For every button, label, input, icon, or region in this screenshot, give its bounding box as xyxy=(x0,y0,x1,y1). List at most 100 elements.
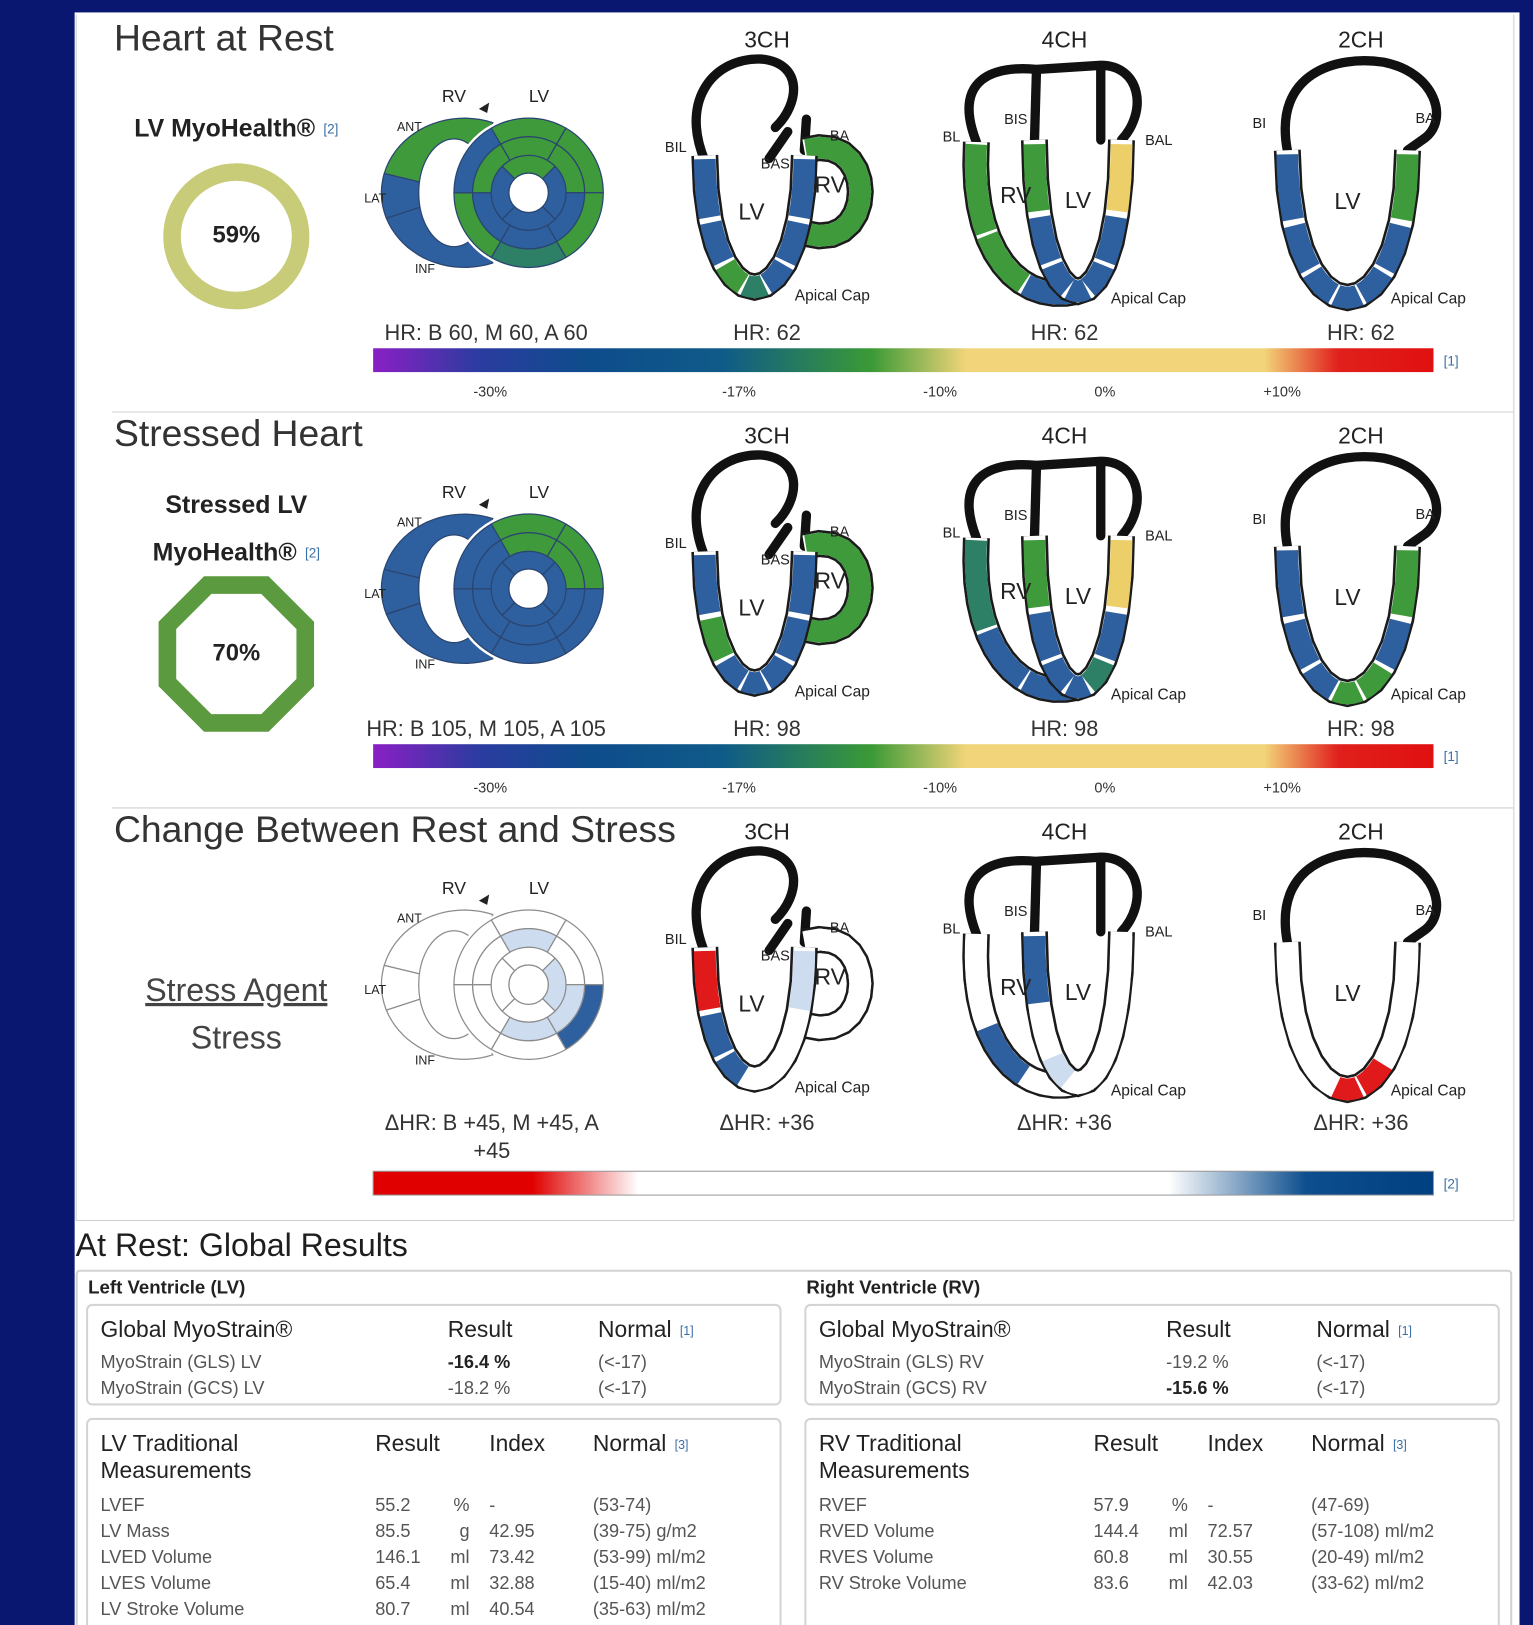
atrial-outline xyxy=(1280,56,1442,155)
row-normal: (15-40) ml/m2 xyxy=(592,1572,706,1594)
row-result: 144.4 xyxy=(1093,1520,1139,1542)
lv-wall-segment xyxy=(1356,1058,1392,1096)
bullseye-label: ANT xyxy=(397,516,422,530)
atrial-outline xyxy=(1280,451,1442,551)
view-segment-label: BAL xyxy=(1145,925,1172,941)
view-segment-label: BIL xyxy=(665,140,687,156)
metric-label: Stress xyxy=(191,1020,282,1056)
view-segment-label: LV xyxy=(738,990,765,1016)
row-index: 32.88 xyxy=(489,1572,535,1594)
metric-label-text: Stressed LV xyxy=(165,490,307,518)
bullseye-heart-rate: ΔHR: B +45, M +45, A +45 xyxy=(384,1111,599,1163)
row-normal: (<-17) xyxy=(1316,1351,1366,1373)
lv-wall-segment xyxy=(740,1066,769,1090)
panel-title: Left Ventricle (LV) xyxy=(88,1276,246,1298)
row-name: MyoStrain (GCS) RV xyxy=(818,1377,987,1399)
lv-wall-segment xyxy=(740,670,769,694)
column-header: Global MyoStrain® xyxy=(819,1316,1011,1343)
row-normal: (33-62) ml/m2 xyxy=(1311,1572,1425,1594)
lv-wall-segment xyxy=(760,1050,794,1086)
row-name: LVEF xyxy=(100,1494,145,1516)
lv-wall-segment xyxy=(1081,657,1114,692)
row-result: -18.2 % xyxy=(447,1377,511,1399)
lv-wall-segment xyxy=(1375,618,1411,670)
scale-tick-label: 0% xyxy=(925,1202,946,1203)
row-index: 72.57 xyxy=(1207,1520,1253,1542)
lv-wall-segment xyxy=(1028,611,1062,662)
row-index: - xyxy=(1207,1494,1214,1516)
row-result: -19.2 % xyxy=(1166,1351,1229,1373)
atrial-outline xyxy=(691,846,812,958)
column-header: Normal [3] xyxy=(1311,1430,1407,1458)
column-header: LV Traditional Measurements xyxy=(101,1430,345,1484)
metric-label-text: Stress xyxy=(191,1020,282,1056)
row-normal: (47-69) xyxy=(1311,1494,1370,1516)
reference-link: [1] xyxy=(1444,353,1459,368)
lv-wall-segment xyxy=(1284,1014,1320,1066)
view-segment-label: BIL xyxy=(665,536,687,552)
row-index: 42.03 xyxy=(1207,1572,1253,1594)
row-normal: (<-17) xyxy=(598,1377,647,1399)
lv-wall-segment xyxy=(1375,222,1411,274)
column-header-text: Index xyxy=(1207,1430,1264,1457)
lv-wall-segment xyxy=(775,616,809,662)
lv-wall-segment xyxy=(1331,285,1364,309)
view-heart-rate: HR: 98 xyxy=(733,717,801,742)
lv-wall-segment xyxy=(788,554,816,616)
view-segment-label: RV xyxy=(1000,974,1032,1000)
lv-wall-segment xyxy=(1028,1007,1062,1058)
heart-view: 2CH BI BA LV Apical Cap xyxy=(1252,818,1466,1104)
column-header: Result xyxy=(1094,1430,1159,1457)
reference-link: [3] xyxy=(1392,1437,1407,1453)
section-graphics: Change Between Rest and Stress Stress Age… xyxy=(111,807,1514,1203)
lv-wall-segment xyxy=(1375,1014,1411,1066)
section-graphics: Heart at Rest LV MyoHealth® [2] 59% RV LV ANT L… xyxy=(114,16,1466,401)
lv-wall-segment xyxy=(788,158,816,220)
row-normal: (<-17) xyxy=(1316,1377,1366,1399)
row-name: RVES Volume xyxy=(818,1546,934,1568)
lv-wall-segment xyxy=(700,1012,734,1058)
lv-apex-hole xyxy=(508,568,549,610)
heart-view: 2CH BI BA LV Apical Cap xyxy=(1252,26,1466,312)
heart-view: 3CH BIL BAS BA RV LV Apical Cap xyxy=(665,422,874,700)
view-segment-label: Apical Cap xyxy=(795,288,870,305)
bullseye-label: LAT xyxy=(364,983,386,997)
rv-wall-segment xyxy=(977,1023,1030,1085)
row-index: 73.42 xyxy=(489,1546,535,1568)
column-header: Result xyxy=(1166,1316,1231,1343)
lv-wall-segment xyxy=(1106,935,1133,1005)
row-unit: ml xyxy=(1168,1546,1188,1568)
view-segment-label: Apical Cap xyxy=(1111,291,1186,308)
reference-link: [2] xyxy=(323,121,338,136)
lv-wall-segment xyxy=(1390,154,1419,222)
lv-wall-segment xyxy=(1302,266,1339,304)
reference-link: [1] xyxy=(1398,1323,1412,1339)
column-header: Normal [1] xyxy=(1316,1316,1412,1344)
view-segment-label: Apical Cap xyxy=(1111,687,1186,704)
view-label: 4CH xyxy=(1042,818,1088,844)
column-header-text: Global MyoStrain® xyxy=(100,1316,293,1343)
lv-wall-segment xyxy=(1356,662,1392,700)
view-segment-label: BA xyxy=(830,129,850,145)
view-segment-label: Apical Cap xyxy=(1391,1083,1466,1100)
lv-wall-segment xyxy=(1081,261,1114,296)
metric-label-text: LV MyoHealth® xyxy=(134,114,315,142)
view-segment-label: BA xyxy=(1416,507,1436,523)
row-result: 85.5 xyxy=(375,1520,411,1542)
lv-wall-segment xyxy=(1284,222,1320,274)
lv-wall-segment xyxy=(1106,143,1133,213)
view-heart-rate: ΔHR: +36 xyxy=(719,1111,815,1135)
lv-apex-hole xyxy=(508,964,549,1005)
row-result: 57.9 xyxy=(1093,1494,1129,1516)
bullseye-label: RV xyxy=(442,482,466,502)
scale-tick-label: +10% xyxy=(1263,385,1301,401)
column-header: Result xyxy=(375,1430,440,1457)
lv-wall-segment xyxy=(1276,154,1305,222)
strain-box: Global MyoStrain® Result Normal [1] MyoStrai… xyxy=(804,1303,1500,1406)
row-index: - xyxy=(489,1494,496,1516)
view-segment-label: BIS xyxy=(1004,904,1027,920)
scale-tick-label: 0% xyxy=(1094,385,1115,401)
view-segment-label: BA xyxy=(1416,111,1436,127)
reference-link: [1] xyxy=(1444,749,1459,764)
